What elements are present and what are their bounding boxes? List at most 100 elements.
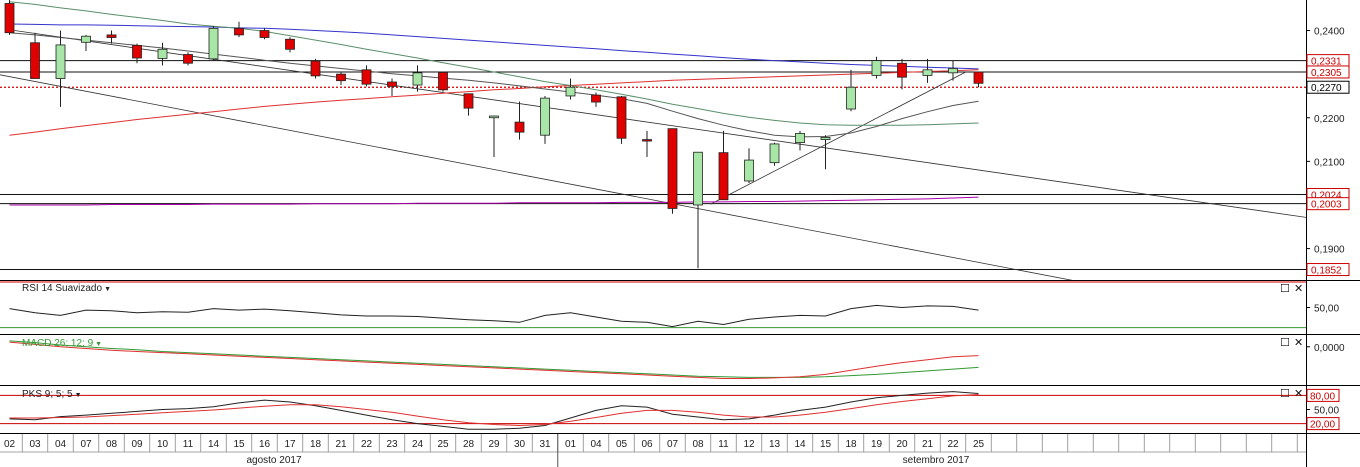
- candle-body: [795, 133, 805, 144]
- candle-body: [667, 128, 678, 209]
- level-badge-label: 0,2331: [1311, 57, 1342, 68]
- candle-body: [744, 159, 754, 182]
- price-pane: [0, 0, 1306, 280]
- date-tick-label: 09: [131, 439, 143, 450]
- candle: [744, 148, 754, 184]
- level-badge-box: [1306, 197, 1350, 211]
- date-tick-label: 25: [437, 439, 449, 450]
- candle: [4, 0, 15, 35]
- date-tick-label: 01: [565, 439, 577, 450]
- candle: [489, 115, 499, 158]
- candle-body: [81, 35, 91, 43]
- rsi-label-text: RSI 14 Suavizado: [22, 283, 103, 294]
- macd-close-icon[interactable]: ✕: [1294, 336, 1304, 349]
- indicator-tick-label: 50,00: [1314, 406, 1339, 417]
- candle-body: [948, 68, 958, 74]
- moving-average-2: [9, 1, 979, 126]
- indicator-series-2-1: [9, 394, 979, 427]
- indicator-series-1-1: [9, 341, 979, 379]
- candle: [361, 65, 372, 87]
- moving-average-3: [9, 32, 979, 138]
- month-label: setembro 2017: [903, 455, 970, 466]
- level-badge-label: 0,2270: [1311, 83, 1342, 94]
- pks-menu-arrow-icon[interactable]: ▼: [74, 392, 82, 399]
- candle: [387, 78, 397, 96]
- rsi-label[interactable]: RSI 14 Suavizado ▼: [22, 283, 111, 294]
- rsi-maximize-icon[interactable]: ☐: [1280, 282, 1290, 295]
- date-tick-label: 25: [973, 439, 985, 450]
- candle: [795, 130, 805, 151]
- price-tick-label: 0,2200: [1314, 114, 1345, 125]
- date-tick-label: 21: [335, 439, 347, 450]
- candle: [718, 130, 729, 201]
- pks-label[interactable]: PKS 9; 5; 5 ▼: [22, 389, 82, 400]
- candle-body: [30, 42, 40, 79]
- pks-maximize-icon[interactable]: ☐: [1280, 387, 1290, 400]
- rsi-close-icon[interactable]: ✕: [1294, 282, 1304, 295]
- date-tick-label: 30: [514, 439, 526, 450]
- candle: [30, 32, 40, 79]
- date-tick-label: 10: [157, 439, 169, 450]
- date-tick-label: 24: [412, 439, 424, 450]
- date-tick-label: 12: [743, 439, 755, 450]
- candle: [846, 69, 856, 112]
- candle-body: [387, 81, 397, 87]
- candle-body: [871, 60, 882, 76]
- level-badge-box: [1306, 65, 1350, 79]
- candle-body: [285, 38, 295, 50]
- candle-body: [183, 54, 193, 64]
- candle: [259, 28, 270, 40]
- candle-body: [132, 44, 142, 59]
- candle-body: [234, 27, 244, 36]
- date-tick-label: 14: [794, 439, 806, 450]
- candle: [820, 135, 831, 170]
- candle: [157, 42, 168, 66]
- candle: [922, 58, 933, 83]
- candle-body: [565, 86, 576, 97]
- candle: [540, 95, 550, 144]
- candle-body: [922, 69, 933, 76]
- date-tick-label: 18: [845, 439, 857, 450]
- price-tick-label: 0,1900: [1314, 245, 1345, 256]
- indicator-series-2-0: [9, 391, 979, 430]
- macd-maximize-icon[interactable]: ☐: [1280, 336, 1290, 349]
- candle: [667, 128, 678, 214]
- candle: [642, 130, 652, 158]
- macd-menu-arrow-icon[interactable]: ▼: [95, 341, 103, 348]
- candle-body: [616, 96, 627, 139]
- candle: [948, 60, 958, 81]
- indicator-tick-label: 0,0000: [1314, 343, 1345, 354]
- candle-body: [438, 71, 448, 91]
- candle: [183, 52, 193, 66]
- date-tick-label: 08: [692, 439, 704, 450]
- candle: [234, 21, 244, 38]
- date-tick-label: 02: [4, 439, 16, 450]
- candle: [871, 56, 882, 79]
- candle: [973, 71, 984, 88]
- date-tick-label: 18: [310, 439, 322, 450]
- date-tick-label: 07: [667, 439, 679, 450]
- date-tick-label: 06: [641, 439, 653, 450]
- candle-body: [310, 60, 321, 77]
- price-tick-label: 0,2400: [1314, 27, 1345, 38]
- candle: [412, 65, 423, 92]
- candle: [616, 95, 627, 144]
- candle-body: [361, 69, 372, 85]
- candle: [565, 78, 576, 100]
- date-tick-label: 15: [820, 439, 832, 450]
- date-tick-label: 11: [718, 439, 729, 450]
- rsi-menu-arrow-icon[interactable]: ▼: [104, 286, 111, 293]
- candle-body: [4, 3, 15, 34]
- pks-close-icon[interactable]: ✕: [1294, 387, 1304, 400]
- date-tick-label: 29: [488, 439, 500, 450]
- indicator-tick-label: 20,00: [1310, 420, 1335, 431]
- macd-label[interactable]: MACD 26; 12; 9 ▼: [22, 338, 102, 349]
- candle: [310, 58, 321, 79]
- candle: [81, 34, 91, 52]
- level-badge-label: 0,2024: [1311, 191, 1342, 202]
- date-tick-label: 21: [922, 439, 934, 450]
- indicator-tick-box: [1306, 388, 1340, 402]
- date-tick-label: 16: [259, 439, 271, 450]
- level-badge-label: 0,2003: [1311, 200, 1342, 211]
